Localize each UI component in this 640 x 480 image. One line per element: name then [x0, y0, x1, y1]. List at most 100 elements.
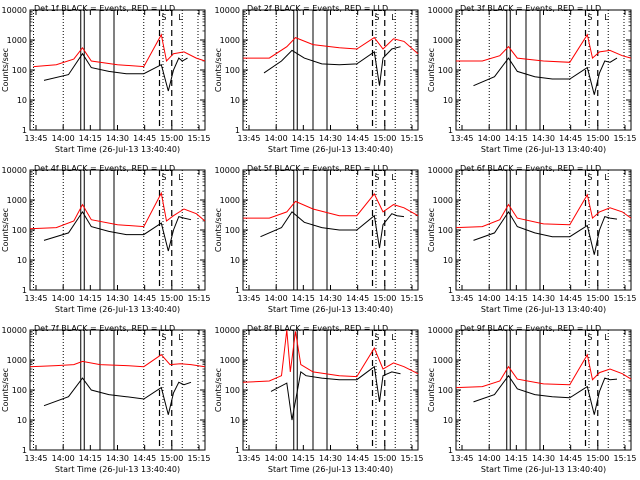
- x-tick-label: 14:15: [292, 454, 315, 463]
- y-tick-label: 1: [448, 126, 453, 135]
- x-tick-label: 15:15: [187, 454, 210, 463]
- y-axis-label: Counts/sec: [1, 48, 10, 92]
- chart-title: Det 2f BLACK = Events, RED = LLD: [247, 4, 388, 13]
- x-tick-label: 13:45: [450, 454, 473, 463]
- x-tick-label: 14:45: [133, 454, 156, 463]
- x-tick-label: 15:15: [187, 134, 210, 143]
- plot-frame: [242, 329, 419, 451]
- y-tick-label: 100: [225, 386, 240, 395]
- x-tick-label: 14:45: [133, 134, 156, 143]
- chart-panel-5: Det 5f BLACK = Events, RED = LLD 1 10 100 10…: [214, 164, 424, 314]
- x-tick-label: 15:15: [400, 294, 423, 303]
- marker-label-s: S: [587, 333, 592, 342]
- plot-frame: [455, 9, 632, 131]
- chart-title: Det 7f BLACK = Events, RED = LLD: [34, 324, 175, 333]
- y-tick-label: 10000: [215, 326, 240, 335]
- marker-label-s: S: [374, 173, 379, 182]
- marker-label-s: S: [161, 173, 166, 182]
- y-tick-label: 1: [235, 286, 240, 295]
- x-tick-label: 13:45: [237, 294, 260, 303]
- marker-label-s: S: [587, 13, 592, 22]
- y-tick-label: 1: [22, 446, 27, 455]
- y-tick-label: 100: [438, 66, 453, 75]
- x-tick-label: 14:15: [292, 134, 315, 143]
- series-lld-line: [242, 329, 419, 383]
- series-events-line: [263, 46, 401, 86]
- chart-panel-4: Det 4f BLACK = Events, RED = LLD 1 10 100 10…: [1, 164, 211, 314]
- x-tick-label: 15:00: [373, 454, 396, 463]
- plot-frame: [455, 169, 632, 291]
- x-tick-label: 14:30: [319, 454, 342, 463]
- x-tick-label: 15:00: [586, 294, 609, 303]
- marker-label-l: L: [604, 333, 609, 342]
- y-tick-label: 1000: [433, 356, 453, 365]
- series-events-line: [43, 210, 192, 252]
- y-tick-label: 1000: [220, 36, 240, 45]
- chart-panel-3: Det 3f BLACK = Events, RED = LLD 1 10 100 10…: [427, 4, 637, 154]
- x-tick-label: 14:45: [559, 454, 582, 463]
- marker-label-s: S: [374, 333, 379, 342]
- x-tick-label: 14:00: [52, 294, 75, 303]
- chart-panel-6: Det 6f BLACK = Events, RED = LLD 1 10 100 10…: [427, 164, 637, 314]
- series-events-line: [43, 52, 188, 92]
- y-tick-label: 1000: [433, 196, 453, 205]
- x-tick-label: 14:45: [346, 454, 369, 463]
- x-tick-label: 13:45: [237, 134, 260, 143]
- x-tick-label: 14:15: [79, 454, 102, 463]
- chart-panel-9: Det 9f BLACK = Events, RED = LLD 1 10 100 10…: [427, 324, 637, 474]
- y-tick-label: 1: [235, 126, 240, 135]
- y-axis-label: Counts/sec: [1, 208, 10, 252]
- y-tick-label: 10000: [2, 6, 27, 15]
- y-tick-label: 1000: [220, 356, 240, 365]
- chart-title: Det 4f BLACK = Events, RED = LLD: [34, 164, 175, 173]
- x-tick-label: 13:45: [450, 294, 473, 303]
- y-tick-label: 10000: [428, 326, 453, 335]
- y-tick-label: 10: [230, 256, 240, 265]
- x-tick-label: 15:00: [586, 134, 609, 143]
- x-tick-label: 14:30: [106, 134, 129, 143]
- x-tick-label: 14:00: [52, 454, 75, 463]
- x-axis-label: Start Time (26-Jul-13 13:40:40): [268, 145, 393, 154]
- y-tick-label: 10: [230, 416, 240, 425]
- y-axis-label: Counts/sec: [427, 208, 436, 252]
- x-tick-label: 13:45: [24, 294, 47, 303]
- x-tick-label: 14:15: [505, 134, 528, 143]
- series-lld-line: [455, 193, 632, 229]
- x-tick-label: 14:30: [106, 454, 129, 463]
- marker-label-l: L: [391, 13, 396, 22]
- y-tick-label: 1000: [433, 36, 453, 45]
- marker-label-l: L: [604, 13, 609, 22]
- y-tick-label: 10: [443, 256, 453, 265]
- y-tick-label: 1: [22, 286, 27, 295]
- x-tick-label: 15:00: [160, 454, 183, 463]
- y-tick-label: 10: [230, 96, 240, 105]
- x-tick-label: 15:00: [160, 134, 183, 143]
- x-tick-label: 14:15: [505, 454, 528, 463]
- chart-panel-7: Det 7f BLACK = Events, RED = LLD 1 10 100 10…: [1, 324, 211, 474]
- x-tick-label: 15:15: [400, 134, 423, 143]
- plot-frame: [29, 9, 206, 131]
- x-tick-label: 14:00: [265, 294, 288, 303]
- x-tick-label: 14:00: [478, 294, 501, 303]
- x-tick-label: 14:00: [52, 134, 75, 143]
- x-axis-label: Start Time (26-Jul-13 13:40:40): [481, 465, 606, 474]
- y-tick-label: 100: [12, 386, 27, 395]
- y-axis-label: Counts/sec: [427, 48, 436, 92]
- x-tick-label: 13:45: [450, 134, 473, 143]
- x-tick-label: 14:30: [106, 294, 129, 303]
- y-tick-label: 100: [438, 386, 453, 395]
- chart-title: Det 9f BLACK = Events, RED = LLD: [460, 324, 601, 333]
- y-axis-label: Counts/sec: [427, 368, 436, 412]
- marker-label-s: S: [161, 333, 166, 342]
- x-axis-label: Start Time (26-Jul-13 13:40:40): [481, 145, 606, 154]
- x-tick-label: 14:45: [346, 134, 369, 143]
- y-tick-label: 1: [235, 446, 240, 455]
- marker-label-l: L: [604, 173, 609, 182]
- series-events-line: [473, 210, 618, 255]
- plot-frame: [29, 329, 206, 451]
- plot-frame: [29, 169, 206, 291]
- y-tick-label: 1000: [7, 36, 27, 45]
- y-tick-label: 100: [225, 226, 240, 235]
- y-tick-label: 1000: [7, 356, 27, 365]
